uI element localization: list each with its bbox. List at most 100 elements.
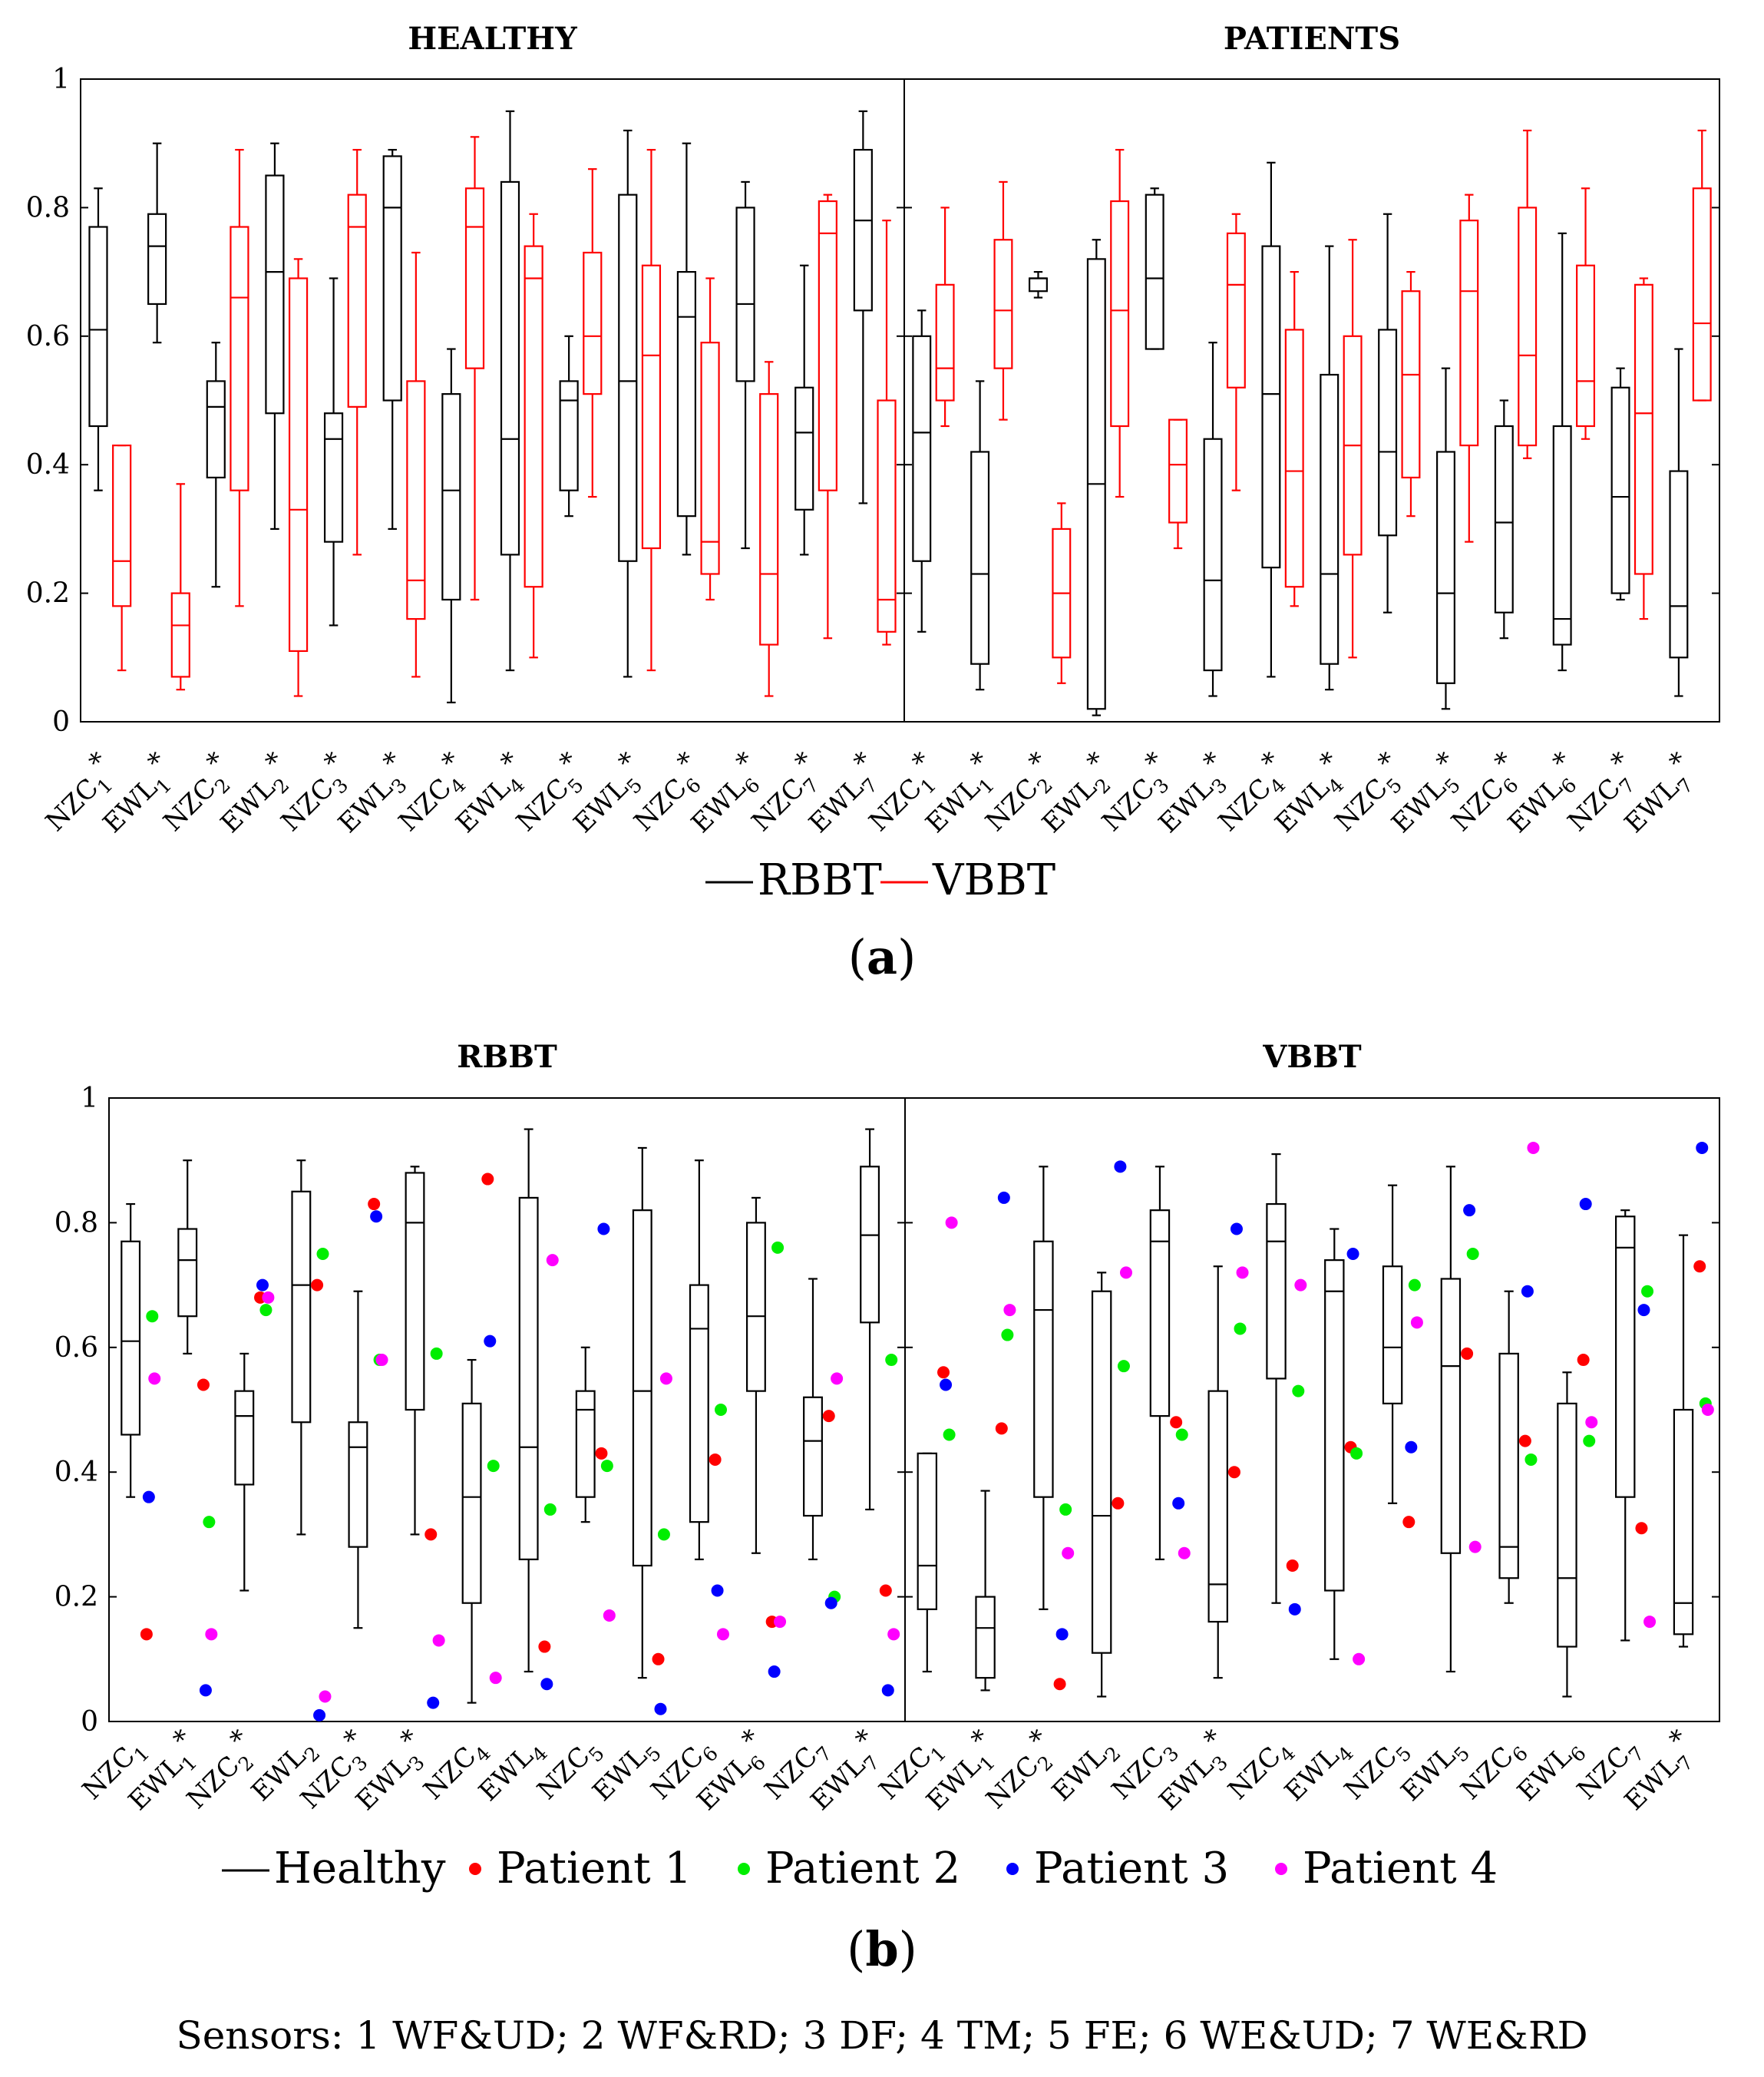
box-iqr: [1669, 470, 1689, 659]
box-vbbt: [1284, 271, 1304, 607]
box-iqr: [147, 213, 167, 306]
panel-label: (a): [848, 929, 917, 985]
box-rbbt: [1145, 187, 1164, 350]
patient-2-point: [1408, 1278, 1421, 1292]
box-healthy: [1149, 1166, 1171, 1560]
box-healthy: [1033, 1166, 1054, 1610]
legend-label: Patient 1: [497, 1844, 692, 1893]
patient-3-point: [940, 1378, 953, 1391]
patient-1-point: [1227, 1466, 1240, 1479]
x-tick-label: NZC5: [531, 1732, 609, 1810]
patient-1-point: [1053, 1678, 1066, 1691]
patient-4-point: [603, 1609, 616, 1622]
patient-3-point: [1696, 1141, 1709, 1154]
box-iqr: [803, 1396, 823, 1517]
patient-1-point: [424, 1528, 438, 1541]
x-tick-star: *: [142, 746, 173, 777]
patient-4-point: [262, 1291, 275, 1304]
box-iqr: [794, 386, 814, 511]
patient-4-point: [489, 1672, 502, 1685]
box-rbbt: [853, 110, 873, 504]
legend-item: Patient 4: [1275, 1844, 1498, 1893]
box-rbbt: [1669, 348, 1689, 697]
box-vbbt: [406, 251, 426, 678]
box-rbbt: [1203, 342, 1223, 697]
patient-2-point: [430, 1347, 443, 1360]
box-healthy: [917, 1452, 938, 1673]
y-tick-label: 0.2: [55, 1582, 98, 1613]
box-rbbt: [1378, 213, 1398, 614]
patient-2-point: [1234, 1322, 1247, 1335]
box-rbbt: [1320, 245, 1340, 691]
box-healthy: [291, 1159, 312, 1536]
box-healthy: [745, 1196, 766, 1554]
box-iqr: [288, 277, 309, 653]
x-tick-star: *: [377, 746, 408, 777]
y-tick-label: 0.6: [26, 321, 70, 352]
patient-1-point: [140, 1628, 153, 1641]
box-iqr: [1615, 1215, 1636, 1498]
legend-item: VBBT: [880, 855, 1055, 905]
y-tick-label: 0.4: [26, 449, 70, 481]
x-tick-star: *: [1314, 746, 1345, 777]
patient-3-point: [1463, 1204, 1476, 1217]
y-tick-label: 0.2: [26, 578, 70, 610]
box-healthy: [1207, 1265, 1228, 1679]
box-vbbt: [1401, 271, 1421, 518]
box-iqr: [1435, 451, 1455, 684]
box-iqr: [1557, 1402, 1577, 1648]
patient-1-point: [937, 1366, 950, 1379]
box-iqr: [230, 226, 249, 491]
box-healthy: [632, 1146, 652, 1679]
x-tick-star: *: [907, 746, 937, 777]
patient-1-point: [368, 1198, 381, 1211]
patient-1-point: [1518, 1434, 1531, 1447]
patient-2-point: [1175, 1428, 1188, 1441]
box-healthy: [803, 1278, 823, 1560]
x-tick-star: *: [1023, 1724, 1054, 1755]
patient-3-point: [313, 1708, 326, 1721]
chart-b: RBBT00.20.40.60.81NZC1EWL1*NZC2*EWL2NZC3…: [55, 1039, 1720, 1977]
x-tick-star: *: [259, 746, 290, 777]
patient-2-point: [1525, 1453, 1538, 1466]
box-iqr: [912, 335, 932, 562]
box-iqr: [700, 342, 720, 575]
x-tick-star: *: [495, 746, 526, 777]
patient-1-point: [1112, 1497, 1125, 1510]
box-healthy: [348, 1290, 368, 1629]
y-tick-label: 0.8: [26, 192, 70, 223]
box-iqr: [1149, 1209, 1171, 1417]
patient-3-point: [824, 1596, 837, 1609]
box-iqr: [1459, 220, 1479, 447]
patient-4-point: [1643, 1616, 1657, 1629]
box-iqr: [1261, 245, 1281, 569]
x-tick-star: *: [1663, 1724, 1694, 1755]
patient-3-point: [199, 1684, 212, 1697]
box-iqr: [1284, 329, 1304, 588]
patient-4-point: [432, 1634, 445, 1647]
box-vbbt: [170, 483, 190, 691]
box-iqr: [1401, 290, 1421, 479]
patient-4-point: [1003, 1304, 1016, 1317]
patient-1-point: [481, 1172, 494, 1186]
box-iqr: [347, 193, 367, 408]
axes-frame: [903, 78, 1720, 723]
x-tick-label: EWL2: [1046, 1732, 1125, 1811]
patient-3-point: [1055, 1628, 1069, 1641]
panel-paren-close: ): [897, 929, 916, 985]
patient-4-point: [716, 1628, 729, 1641]
patient-4-point: [774, 1616, 787, 1629]
box-vbbt: [993, 180, 1013, 421]
box-vbbt: [935, 207, 955, 428]
x-tick-star: *: [200, 746, 231, 777]
x-tick-star: *: [167, 1724, 198, 1755]
box-iqr: [917, 1452, 938, 1610]
patient-4-point: [375, 1354, 388, 1367]
box-iqr: [1266, 1202, 1287, 1380]
panel-paren-close: ): [899, 1921, 917, 1977]
box-iqr: [583, 251, 603, 395]
patient-2-point: [1583, 1434, 1596, 1447]
box-vbbt: [1168, 418, 1188, 550]
box-healthy: [461, 1358, 482, 1704]
x-tick-star: *: [1605, 746, 1636, 777]
